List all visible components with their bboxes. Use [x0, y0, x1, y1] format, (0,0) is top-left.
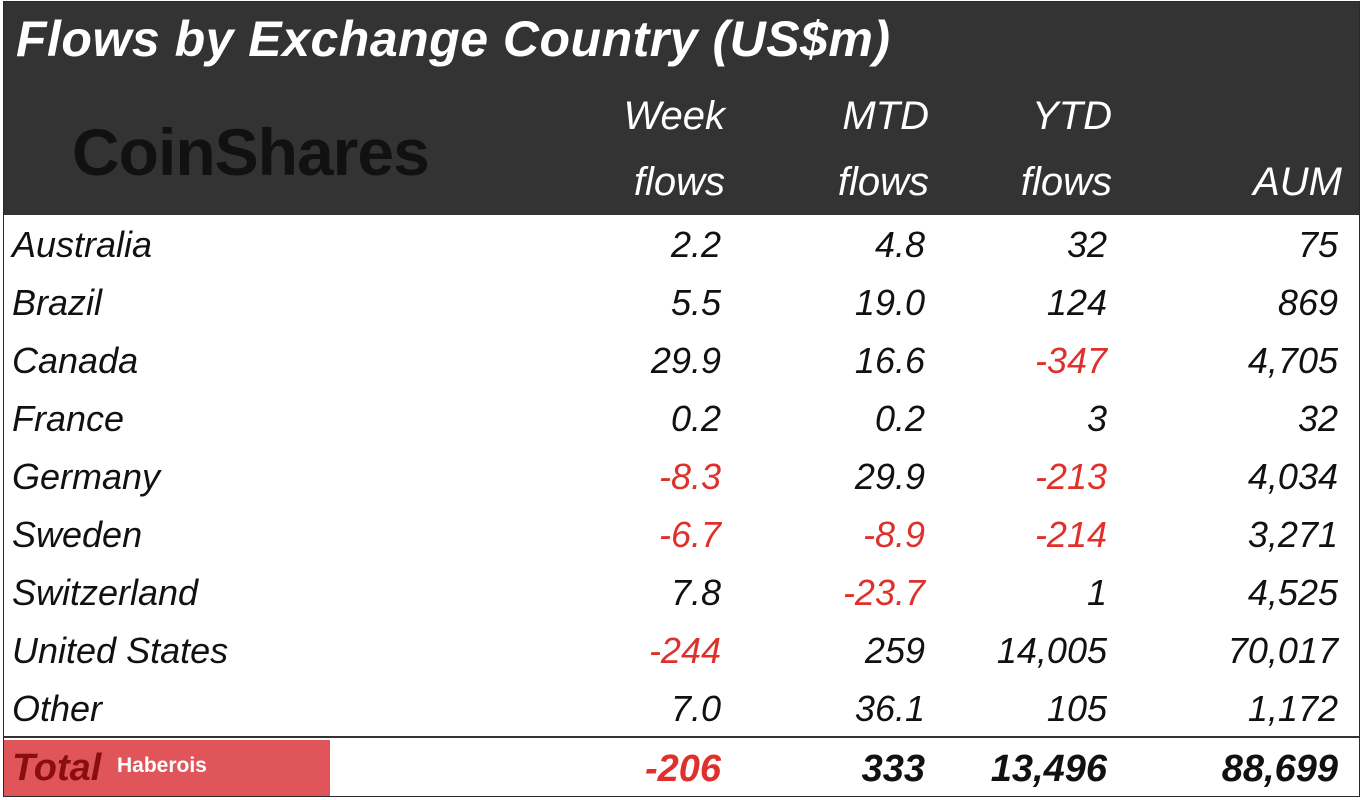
mtd-value: 36.1: [854, 688, 925, 729]
country-name: United States: [12, 630, 229, 671]
ytd-value: 3: [1086, 398, 1107, 439]
country-name: Germany: [12, 456, 161, 497]
watermark-banner: Total Haberois: [4, 740, 330, 796]
country-name: Sweden: [12, 514, 143, 555]
table-row: France 0.2 0.2 3 32: [4, 390, 1359, 448]
mtd-value: -8.9: [862, 514, 925, 555]
mtd-value: 16.6: [854, 340, 925, 381]
ytd-value: 105: [1046, 688, 1107, 729]
aum-value: 4,705: [1247, 340, 1338, 381]
mtd-value: 29.9: [854, 456, 925, 497]
header-week-line2: flows: [633, 160, 725, 204]
table-row: United States -244 259 14,005 70,017: [4, 622, 1359, 680]
country-name: France: [12, 398, 125, 439]
ytd-value: 1: [1086, 572, 1107, 613]
aum-value: 869: [1277, 282, 1338, 323]
country-name: Canada: [12, 340, 139, 381]
country-name: Other: [12, 688, 103, 729]
ytd-value: 32: [1066, 224, 1107, 265]
table-row: Canada 29.9 16.6 -347 4,705: [4, 332, 1359, 390]
table-row: Germany -8.3 29.9 -213 4,034: [4, 448, 1359, 506]
header-ytd-line2: flows: [1020, 160, 1112, 204]
country-name: Switzerland: [12, 572, 199, 613]
header-week-line1: Week: [623, 94, 725, 138]
total-divider: [4, 736, 1359, 738]
mtd-value: 4.8: [874, 224, 925, 265]
week-value: 0.2: [670, 398, 721, 439]
flows-table: Flows by Exchange Country (US$m) CoinSha…: [3, 1, 1360, 797]
table-row: Other 7.0 36.1 105 1,172: [4, 680, 1359, 738]
table-title: Flows by Exchange Country (US$m): [16, 11, 891, 67]
aum-value: 4,034: [1247, 456, 1338, 497]
ytd-value: -347: [1034, 340, 1107, 381]
ytd-value: 124: [1046, 282, 1107, 323]
mtd-value: 259: [864, 630, 925, 671]
country-name: Australia: [12, 224, 153, 265]
aum-value: 75: [1297, 224, 1338, 265]
country-name: Brazil: [12, 282, 103, 323]
week-value: -6.7: [658, 514, 721, 555]
table-row: Sweden -6.7 -8.9 -214 3,271: [4, 506, 1359, 564]
week-value: -8.3: [658, 456, 721, 497]
table-row: Brazil 5.5 19.0 124 869: [4, 274, 1359, 332]
aum-value: 1,172: [1247, 688, 1338, 729]
week-value: 5.5: [670, 282, 721, 323]
header-ytd-line1: YTD: [1032, 94, 1112, 138]
week-value: 7.8: [670, 572, 721, 613]
aum-value: 70,017: [1227, 630, 1338, 671]
table-row: Switzerland 7.8 -23.7 1 4,525: [4, 564, 1359, 622]
aum-value: 4,525: [1247, 572, 1338, 613]
total-ytd: 13,496: [990, 748, 1107, 790]
header-aum: AUM: [1253, 160, 1342, 204]
mtd-value: -23.7: [842, 572, 925, 613]
week-value: 7.0: [670, 688, 721, 729]
aum-value: 3,271: [1247, 514, 1338, 555]
total-aum: 88,699: [1221, 748, 1338, 790]
header-mtd-line1: MTD: [842, 94, 929, 138]
aum-value: 32: [1297, 398, 1338, 439]
total-mtd: 333: [861, 748, 925, 790]
ytd-value: 14,005: [996, 630, 1107, 671]
ytd-value: -213: [1034, 456, 1107, 497]
table-row: Australia 2.2 4.8 32 75: [4, 216, 1359, 274]
total-row: Total Haberois -206 333 13,496 88,699: [4, 740, 1359, 796]
total-week: -206: [644, 748, 721, 790]
week-value: 2.2: [670, 224, 721, 265]
coinshares-logo: CoinShares: [72, 115, 430, 189]
mtd-value: 0.2: [874, 398, 925, 439]
ytd-value: -214: [1034, 514, 1107, 555]
header-mtd-line2: flows: [837, 160, 929, 204]
mtd-value: 19.0: [854, 282, 925, 323]
watermark-text: Haberois: [117, 754, 207, 777]
week-value: -244: [648, 630, 721, 671]
table-header: Flows by Exchange Country (US$m) CoinSha…: [4, 2, 1359, 215]
week-value: 29.9: [650, 340, 721, 381]
total-label: Total: [12, 747, 102, 789]
